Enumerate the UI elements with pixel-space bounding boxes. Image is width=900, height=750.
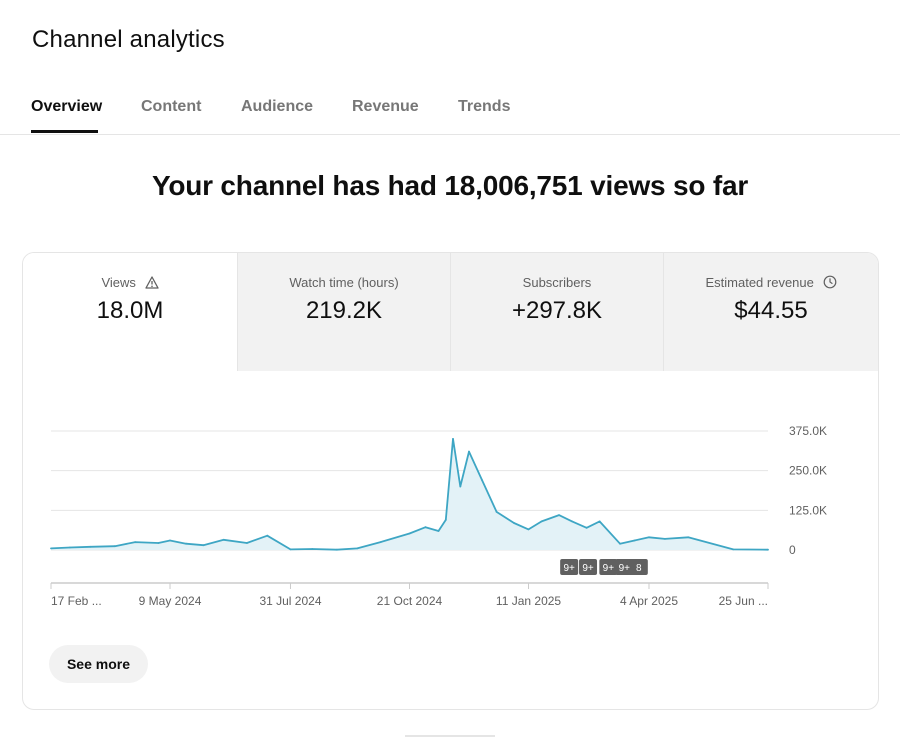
y-tick-label: 250.0K [789, 464, 827, 478]
metric-watch-time-label: Watch time (hours) [289, 275, 399, 290]
data-point [481, 479, 483, 482]
x-tick-label: 25 Jun ... [719, 594, 768, 608]
data-point [169, 539, 171, 542]
data-point [495, 511, 498, 513]
data-point [114, 545, 116, 548]
annotation-label: 9+ [603, 563, 615, 574]
active-tab-indicator [31, 130, 98, 133]
x-tick-label: 11 Jan 2025 [496, 594, 561, 608]
y-tick-label: 375.0K [789, 424, 827, 438]
data-point [336, 548, 338, 551]
annotation-label: 9+ [582, 563, 594, 574]
data-point [185, 542, 187, 545]
data-point [513, 522, 515, 524]
data-point [687, 536, 690, 539]
data-point [89, 545, 92, 548]
views-chart: 375.0K 250.0K 125.0K 0 9+ 9+ 9+ 9+ 8 17 Feb ... 9 … [50, 424, 827, 608]
data-point [246, 542, 248, 544]
see-more-button[interactable]: See more [49, 645, 148, 683]
x-tick-label: 9 May 2024 [139, 594, 202, 608]
annotation-label: 8 [636, 563, 642, 574]
data-point [459, 485, 462, 488]
data-point [767, 548, 769, 551]
annotation-badge [629, 559, 648, 575]
data-point [468, 450, 470, 453]
data-point [134, 541, 137, 543]
tab-bar: Overview Content Audience Revenue Trends [0, 94, 900, 135]
metric-revenue-label: Estimated revenue [705, 275, 814, 290]
bottom-scroll-indicator [405, 735, 495, 737]
metric-views-card[interactable]: Views 18.0M [23, 253, 237, 371]
metric-subscribers-label: Subscribers [522, 275, 592, 290]
x-tick-label: 4 Apr 2025 [620, 594, 678, 608]
data-point [289, 548, 292, 551]
data-point [379, 541, 382, 543]
total-views-headline: Your channel has had 18,006,751 views so… [151, 170, 749, 201]
data-point [266, 534, 269, 537]
data-point [558, 514, 560, 516]
data-point [619, 542, 621, 545]
annotation-badge [599, 559, 618, 575]
warning-icon [144, 276, 159, 292]
metric-views-label: Views [101, 275, 136, 290]
analytics-card: Views 18.0M Watch time (hours) 219.2K Su… [22, 252, 879, 710]
data-point [527, 528, 530, 531]
x-tick-label: 21 Oct 2024 [377, 594, 443, 608]
annotation-badge [579, 559, 598, 575]
annotation-badge [615, 559, 634, 575]
tab-trends[interactable]: Trends [458, 98, 511, 115]
y-tick-label: 125.0K [789, 503, 827, 517]
data-point [571, 520, 573, 523]
data-point [633, 539, 636, 542]
data-point [69, 546, 71, 549]
metric-subscribers-card[interactable]: Subscribers +297.8K [451, 253, 664, 371]
metric-revenue-value: $44.55 [734, 297, 808, 324]
data-point [648, 536, 650, 539]
clock-icon [823, 275, 837, 292]
tab-overview[interactable]: Overview [31, 98, 103, 115]
tab-revenue[interactable]: Revenue [352, 98, 419, 115]
data-point [202, 544, 205, 547]
data-point [222, 538, 225, 541]
metric-watch-time-card[interactable]: Watch time (hours) 219.2K [237, 253, 451, 371]
data-point [408, 532, 411, 535]
data-point [356, 547, 359, 550]
x-tick-label: 17 Feb ... [51, 594, 102, 608]
data-point [452, 438, 454, 440]
metric-revenue-label-row: Estimated revenue [664, 275, 878, 292]
data-point [424, 526, 427, 529]
y-tick-label: 0 [789, 543, 796, 557]
data-point [50, 547, 52, 550]
data-point [585, 526, 588, 529]
data-point [732, 548, 735, 551]
tab-audience[interactable]: Audience [241, 98, 314, 115]
data-point [311, 548, 314, 550]
page-title: Channel analytics [32, 26, 225, 53]
series-line [50, 438, 769, 551]
metric-watch-time-value: 219.2K [305, 297, 383, 324]
annotation-label: 9+ [619, 563, 631, 574]
metric-subscribers-value: +297.8K [511, 297, 603, 324]
metric-views-value: 18.0M [96, 297, 164, 324]
data-point [664, 538, 666, 540]
x-tick-label: 31 Jul 2024 [259, 594, 321, 608]
tab-content[interactable]: Content [141, 98, 202, 115]
annotation-badge [560, 559, 579, 575]
data-point [157, 542, 160, 544]
data-point [540, 520, 543, 523]
metric-revenue-card[interactable]: Estimated revenue $44.55 [664, 253, 878, 371]
annotation-label: 9+ [563, 563, 575, 574]
data-point [437, 530, 440, 532]
metric-views-label-row: Views [23, 275, 237, 292]
data-point [444, 519, 447, 521]
data-point [598, 520, 601, 523]
